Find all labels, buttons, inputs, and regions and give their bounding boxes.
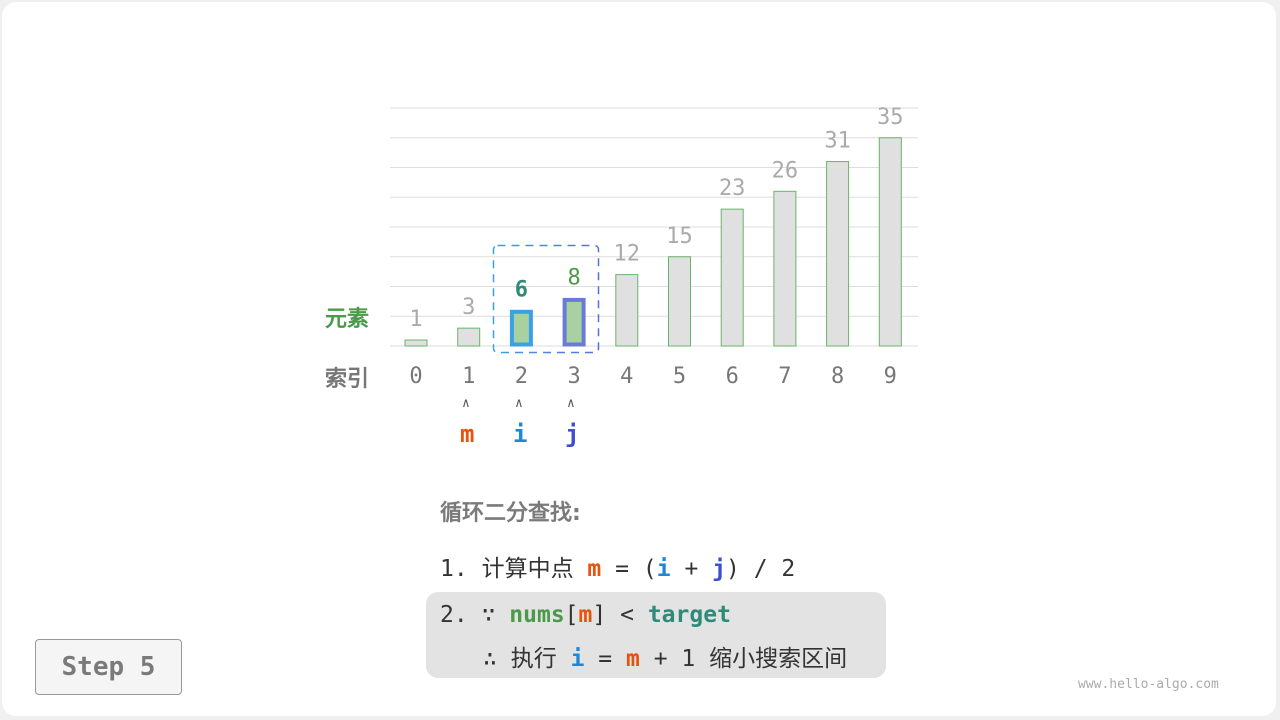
step1-rp: ) bbox=[726, 556, 740, 582]
step2-highlight bbox=[426, 592, 886, 678]
index-label: 5 bbox=[673, 364, 686, 389]
value-label: 26 bbox=[772, 158, 799, 183]
bar-6 bbox=[720, 208, 744, 347]
step2-i: i bbox=[570, 646, 585, 672]
bar-5 bbox=[668, 256, 691, 347]
target-var: target bbox=[647, 602, 731, 628]
pointer-j: j bbox=[565, 420, 580, 448]
index-label: 1 bbox=[462, 364, 475, 389]
value-label: 6 bbox=[515, 277, 528, 302]
step-label: Step 5 bbox=[61, 652, 156, 682]
arrow-m: ∧ bbox=[462, 396, 470, 411]
index-label: 7 bbox=[778, 364, 791, 389]
step2-plus1: + 1 bbox=[653, 646, 696, 672]
index-label: 4 bbox=[620, 364, 633, 389]
bar-0 bbox=[404, 339, 428, 347]
step1-div: / 2 bbox=[753, 556, 796, 582]
row-label-index: 索引 bbox=[325, 367, 370, 392]
search-interval-box bbox=[492, 244, 600, 354]
bar-8 bbox=[826, 161, 850, 347]
arrow-j: ∧ bbox=[567, 396, 575, 411]
step1-i: i bbox=[656, 556, 671, 582]
step2-m: m bbox=[578, 602, 593, 628]
watermark: www.hello-algo.com bbox=[1078, 677, 1219, 692]
index-label: 3 bbox=[567, 364, 580, 389]
bar-2 bbox=[509, 309, 533, 347]
pointer-i: i bbox=[513, 420, 528, 448]
bar-7 bbox=[773, 190, 797, 347]
value-label: 3 bbox=[462, 295, 475, 320]
value-label: 12 bbox=[614, 242, 641, 267]
value-label: 35 bbox=[877, 105, 904, 130]
pointer-m: m bbox=[460, 420, 475, 448]
index-label: 2 bbox=[515, 364, 528, 389]
step2-line1: 2. ∵ nums[m] < target bbox=[440, 602, 731, 628]
step-button[interactable]: Step 5 bbox=[35, 639, 182, 695]
index-label: 0 bbox=[409, 364, 422, 389]
step1-line: 1. 计算中点 m = (i + j) / 2 bbox=[440, 549, 795, 583]
row-label-elements: 元素 bbox=[325, 307, 370, 332]
value-label: 31 bbox=[824, 129, 851, 154]
index-label: 8 bbox=[831, 364, 844, 389]
nums-var: nums bbox=[509, 602, 565, 628]
step2-lt: < bbox=[620, 602, 634, 628]
bar-4 bbox=[615, 274, 639, 347]
step1-text: 计算中点 bbox=[481, 556, 574, 582]
arrow-i: ∧ bbox=[515, 396, 523, 411]
bar-9 bbox=[878, 137, 902, 347]
step2-eq: = bbox=[598, 646, 613, 672]
step2-m2: m bbox=[626, 646, 640, 672]
value-label: 23 bbox=[719, 176, 746, 201]
step2-lb: [ bbox=[564, 602, 579, 628]
step1-plus: + bbox=[684, 556, 699, 582]
step2-rb: ] bbox=[592, 602, 607, 628]
index-label: 6 bbox=[726, 364, 739, 389]
value-label: 8 bbox=[567, 265, 580, 290]
step2-num: 2. bbox=[440, 602, 468, 628]
exec-text: 执行 bbox=[510, 646, 557, 672]
panel-title: 循环二分查找: bbox=[440, 501, 581, 526]
step1-m: m bbox=[587, 556, 602, 582]
bar-1 bbox=[457, 327, 481, 347]
step1-eq: = bbox=[615, 556, 629, 582]
shrink-text: 缩小搜索区间 bbox=[709, 646, 848, 672]
index-label: 9 bbox=[884, 364, 897, 389]
because-symbol: ∵ bbox=[481, 602, 496, 628]
step1-j: j bbox=[712, 556, 727, 582]
value-label: 15 bbox=[666, 224, 693, 249]
therefore-symbol: ∴ bbox=[483, 646, 497, 672]
step1-num: 1. bbox=[440, 556, 468, 582]
step2-line2: ∴ 执行 i = m + 1 缩小搜索区间 bbox=[483, 639, 847, 673]
step1-lp: ( bbox=[642, 556, 657, 582]
value-label: 1 bbox=[409, 307, 422, 332]
bar-3 bbox=[562, 297, 586, 347]
